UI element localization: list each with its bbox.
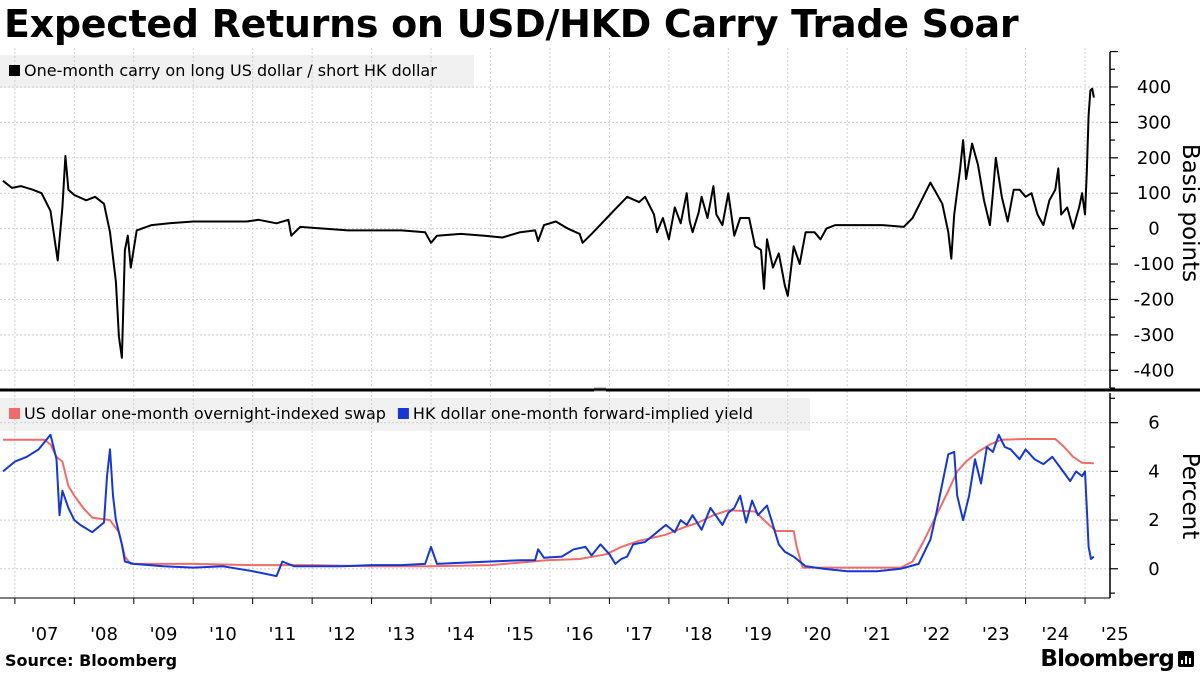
x-tick-label: '18: [685, 624, 713, 645]
x-tick-label: '10: [209, 624, 237, 645]
hk-yield-series-line: [2, 433, 1095, 578]
x-tick-label: '23: [982, 624, 1010, 645]
y-tick-label: 200: [1137, 148, 1171, 169]
x-tick-label: '12: [328, 624, 356, 645]
bloomberg-logo: Bloomberg: [1040, 646, 1174, 672]
x-tick-label: '16: [566, 624, 594, 645]
x-tick-label: '22: [922, 624, 950, 645]
legend-swatch: [397, 408, 409, 419]
panel2-lines: [2, 433, 1095, 578]
x-tick-label: '15: [506, 624, 534, 645]
x-tick-label: '09: [150, 624, 178, 645]
x-tick-label: '19: [744, 624, 772, 645]
y-axis-title: Percent: [1177, 453, 1200, 540]
x-tick-label: '25: [1101, 624, 1129, 645]
y-tick-label: 0: [1148, 219, 1159, 240]
y-tick-label: 0: [1148, 559, 1159, 580]
x-axis: '07 '08 '09 '10 '11 '12 '13 '14 '15 '16 '17 '18 '19 '…: [0, 597, 1129, 645]
us-ois-series-line: [3, 438, 1094, 569]
x-tick-label: '11: [268, 624, 296, 645]
panel1-lines: [2, 87, 1095, 359]
source-note: Source: Bloomberg: [5, 651, 178, 670]
panel1-legend: One-month carry on long US dollar / shor…: [9, 61, 437, 80]
carry-series-line: [2, 87, 1095, 359]
legend-swatch: [9, 65, 20, 76]
panel1-legend-box: [0, 55, 474, 88]
y-tick-label: -100: [1134, 254, 1175, 275]
legend-label: One-month carry on long US dollar / shor…: [24, 61, 437, 80]
x-tick-label: '17: [625, 624, 653, 645]
panel2-grid: [0, 391, 1110, 598]
x-tick-label: '20: [804, 624, 832, 645]
y-tick-label: -400: [1134, 360, 1175, 381]
legend-label: HK dollar one-month forward-implied yiel…: [413, 404, 753, 423]
y-tick-label: 4: [1148, 461, 1159, 482]
panel2-legend: US dollar one-month overnight-indexed sw…: [9, 404, 753, 423]
x-tick-label: '21: [863, 624, 891, 645]
chart-title: Expected Returns on USD/HKD Carry Trade …: [4, 2, 1019, 46]
x-tick-label: '13: [387, 624, 415, 645]
x-tick-label: '24: [1041, 624, 1069, 645]
chart-area: 400 300 200 100 0 -100 -200 -300 -400 Basis point…: [0, 48, 1200, 645]
y-tick-label: 300: [1137, 112, 1171, 133]
y-tick-label: -300: [1134, 325, 1175, 346]
x-tick-label: '08: [90, 624, 118, 645]
y-tick-label: -200: [1134, 289, 1175, 310]
y-tick-label: 100: [1137, 183, 1171, 204]
y-axis-title: Basis points: [1177, 144, 1200, 282]
panel1-grid: [0, 48, 1110, 388]
legend-swatch: [9, 408, 20, 419]
x-tick-label: '07: [31, 624, 59, 645]
panel2-y-axis: 6 4 2 0 Percent: [1109, 393, 1200, 598]
panel1-y-axis: 400 300 200 100 0 -100 -200 -300 -400 Basis point…: [1109, 50, 1200, 389]
y-tick-label: 400: [1137, 77, 1171, 98]
x-tick-label: '14: [447, 624, 475, 645]
y-tick-label: 2: [1148, 510, 1159, 531]
legend-label: US dollar one-month overnight-indexed sw…: [24, 404, 386, 423]
y-tick-label: 6: [1148, 413, 1159, 434]
bloomberg-chart-icon: [1178, 651, 1194, 667]
